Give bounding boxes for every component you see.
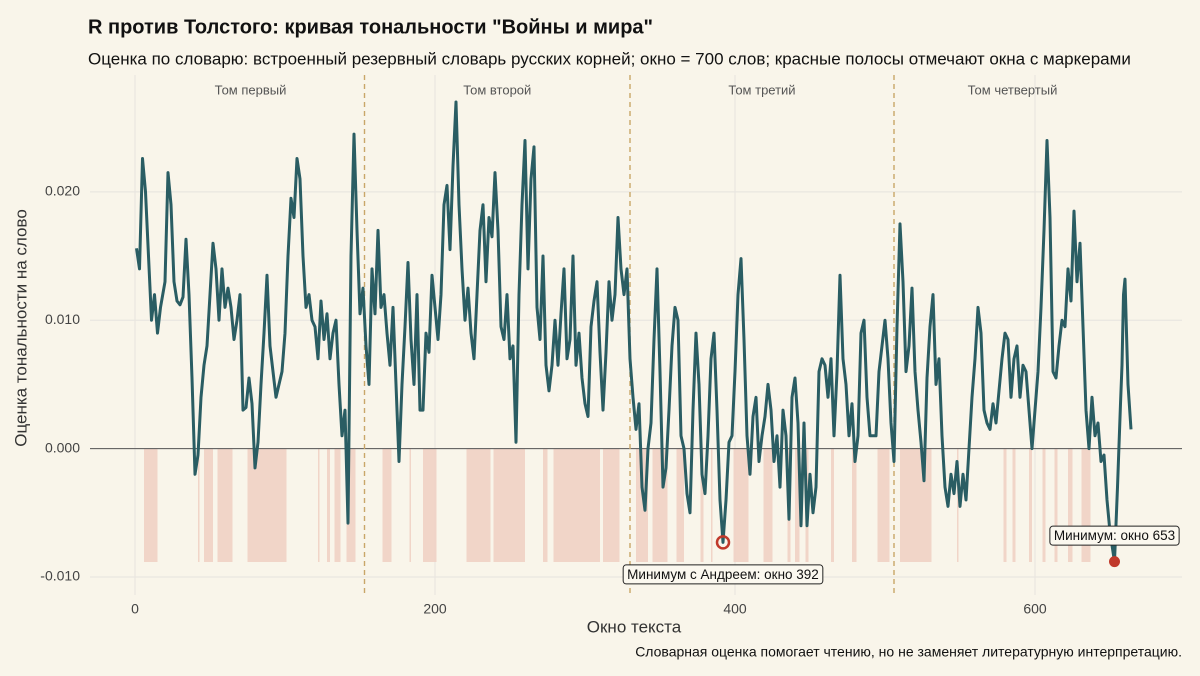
marker-band (493, 448, 525, 562)
x-axis-label: Окно текста (587, 617, 682, 636)
y-tick-label: 0.010 (45, 311, 80, 327)
marker-band (247, 448, 287, 562)
marker-band (603, 448, 620, 562)
marker-band (795, 448, 800, 562)
chart-title: R против Толстого: кривая тональности "В… (88, 16, 653, 38)
marker-band (553, 448, 600, 562)
annotation-label: Минимум с Андреем: окно 392 (627, 567, 819, 582)
annotation-point (1109, 556, 1120, 568)
marker-band (1081, 448, 1091, 562)
annotation-box (1049, 525, 1180, 546)
annotation-box (622, 564, 824, 585)
marker-band (763, 448, 773, 562)
marker-band (852, 448, 857, 562)
marker-band (423, 448, 437, 562)
volume-label: Том первый (215, 82, 287, 97)
marker-band (636, 448, 648, 562)
marker-band (318, 448, 320, 562)
x-tick-label: 0 (131, 601, 139, 617)
marker-band (957, 448, 959, 562)
marker-band (346, 448, 356, 562)
marker-band (711, 448, 713, 562)
caption: Словарная оценка помогает чтению, но не … (635, 644, 1182, 660)
y-tick-label: 0.000 (45, 439, 80, 455)
marker-band (327, 448, 330, 562)
chart-subtitle: Оценка по словарю: встроенный резервный … (88, 49, 1131, 68)
sentiment-line (135, 100, 1133, 564)
x-tick-label: 400 (723, 601, 747, 617)
marker-band (1003, 448, 1007, 562)
volume-label: Том третий (728, 82, 795, 97)
marker-band (204, 448, 213, 562)
marker-band (334, 448, 341, 562)
marker-band (1029, 448, 1032, 562)
y-axis-label: Оценка тональности на слово (11, 209, 30, 447)
marker-band (1012, 448, 1016, 562)
marker-band (217, 448, 233, 562)
marker-band (543, 448, 548, 562)
marker-band (1068, 448, 1073, 562)
y-tick-label: -0.010 (40, 568, 80, 584)
marker-band (831, 448, 834, 562)
annotation: Минимум с Андреем: окно 392 (622, 564, 824, 585)
marker-band (676, 448, 684, 562)
marker-band (877, 448, 890, 562)
marker-band (1042, 448, 1046, 562)
marker-band (409, 448, 411, 562)
marker-band (900, 448, 932, 562)
marker-band (198, 448, 200, 562)
volume-label: Том четвертый (968, 82, 1058, 97)
x-tick-label: 600 (1023, 601, 1047, 617)
marker-band (466, 448, 491, 562)
marker-band (144, 448, 158, 562)
annotation-point (715, 535, 731, 550)
annotation-label: Минимум: окно 653 (1054, 528, 1175, 543)
x-tick-label: 200 (423, 601, 447, 617)
y-tick-label: 0.020 (45, 183, 80, 199)
marker-band (1054, 448, 1058, 562)
volume-label: Том второй (463, 82, 531, 97)
marker-band (733, 448, 749, 562)
marker-band (382, 448, 392, 562)
annotation: Минимум: окно 653 (1049, 525, 1180, 546)
marker-band (700, 448, 704, 562)
